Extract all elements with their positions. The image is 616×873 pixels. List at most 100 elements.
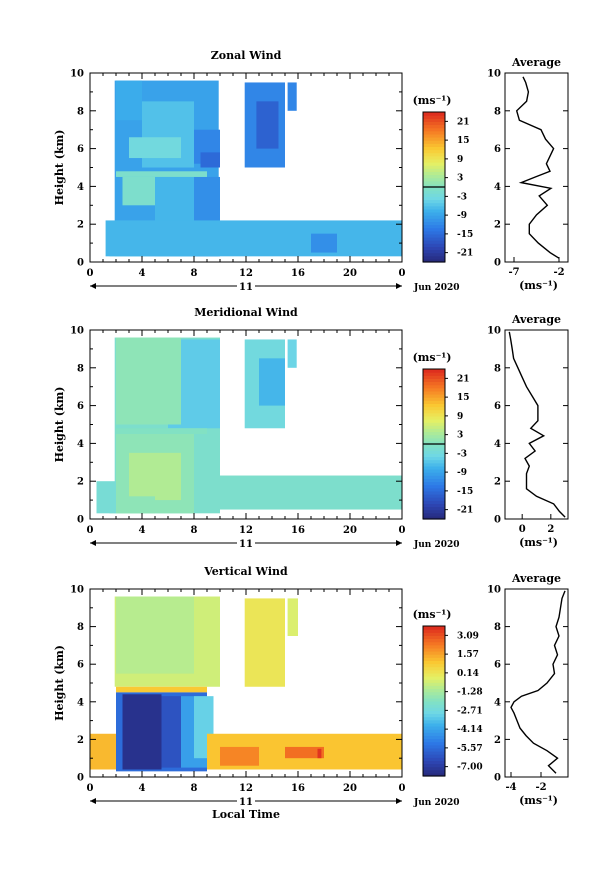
colorbar-segment [423,252,445,257]
average-y-tick-label: 4 [494,182,501,193]
colorbar-segment [423,115,445,119]
colorbar-segment [423,475,445,479]
colorbar-segment [423,406,445,411]
colorbar-segment [423,500,445,504]
colorbar-segment [423,769,445,774]
x-tick-label: 16 [291,268,305,279]
colorbar-tick-label: -9 [457,211,467,221]
x-tick-label: 20 [343,525,357,536]
x-tick-label: 12 [239,525,253,536]
colorbar-segment [423,212,445,216]
colorbar-segment [423,240,445,244]
colorbar-segment [423,412,445,417]
x-tick-label: 8 [191,783,198,794]
average-y-tick-label: 0 [494,258,501,269]
colorbar-segment [423,682,445,686]
colorbar-segment [423,481,445,486]
colorbar-segment [423,719,445,724]
colorbar-segment [423,415,445,420]
average-y-tick-label: 8 [494,622,501,633]
colorbar-segment [423,428,445,433]
colorbar-tick-label: -2.71 [457,706,483,716]
y-tick-label: 4 [77,439,84,450]
y-tick-label: 6 [77,144,84,155]
colorbar-segment [423,766,445,771]
colorbar-segment [423,369,445,373]
average-title: Average [511,572,561,585]
colorbar-segment [423,465,445,470]
date-day-label: 11 [239,797,253,808]
x-tick-label: 0 [399,525,406,536]
colorbar-tick-label: 9 [457,155,463,165]
colorbar-segment [423,704,445,708]
colorbar-segment [423,713,445,718]
colorbar-segment [423,224,445,229]
colorbar: (ms⁻¹) 3.09 1.57 0.14 -1.28 -2.71 -4.14 -5.57 -7… [413,608,483,777]
x-tick-label: 8 [191,525,198,536]
colorbar-segment [423,685,445,690]
colorbar-segment [423,143,445,147]
colorbar-segment [423,651,445,655]
x-tick-label: 20 [343,783,357,794]
colorbar-segment [423,183,445,188]
colorbar-segment [423,146,445,151]
heatmap-cell [287,598,298,636]
colorbar-segment [423,632,445,636]
colorbar-segment [423,506,445,511]
colorbar-segment [423,763,445,768]
colorbar-unit: (ms⁻¹) [413,94,452,107]
colorbar-segment [423,490,445,495]
colorbar-segment [423,472,445,476]
y-tick-label: 10 [70,69,84,80]
colorbar-segment [423,757,445,761]
average-profile-line [515,76,560,259]
colorbar-segment [423,187,445,191]
y-tick-label: 8 [77,106,84,117]
colorbar-segment [423,118,445,122]
x-tick-label: 20 [343,268,357,279]
colorbar-segment [423,177,445,182]
colorbar-segment [423,422,445,426]
heatmap-cell [259,358,285,406]
x-tick-label: 0 [399,268,406,279]
x-tick-label: 12 [239,783,253,794]
x-tick-label: 4 [139,268,146,279]
x-tick-label: 4 [139,783,146,794]
heatmap-cell [244,598,285,687]
colorbar-tick-label: -3 [457,192,467,202]
colorbar-frame [422,625,446,777]
colorbar-segment [423,378,445,383]
colorbar-segment [423,243,445,247]
colorbar-segment [423,741,445,746]
y-tick-label: 10 [70,326,84,337]
average-y-tick-label: 4 [494,697,501,708]
colorbar-segment [423,162,445,166]
colorbar-segment [423,165,445,169]
average-x-label: (ms⁻¹) [519,536,558,549]
average-x-tick-label: 0 [519,524,526,535]
heatmap-cells [105,80,402,257]
colorbar-segment [423,716,445,721]
colorbar-segment [423,694,445,699]
colorbar-tick-label: 3.09 [457,631,479,641]
colorbar-segment [423,193,445,197]
colorbar-segment [423,237,445,241]
y-tick-label: 6 [77,660,84,671]
y-tick-label: 0 [77,258,84,269]
x-tick-label: 4 [139,525,146,536]
colorbar-segment [423,221,445,226]
colorbar-segment [423,503,445,508]
heatmap-cell [122,694,162,770]
colorbar-segment [423,218,445,222]
colorbar-tick-label: -15 [457,487,473,497]
colorbar-segment [423,469,445,473]
heatmap-cell [105,220,402,257]
heatmap-cell [116,596,194,674]
heatmap-cell [285,746,324,759]
colorbar-segment [423,644,445,649]
date-day-label: 11 [239,282,253,293]
heatmap-cells [90,596,402,772]
average-x-tick-label: -2 [553,267,564,278]
colorbar-segment [423,660,445,665]
